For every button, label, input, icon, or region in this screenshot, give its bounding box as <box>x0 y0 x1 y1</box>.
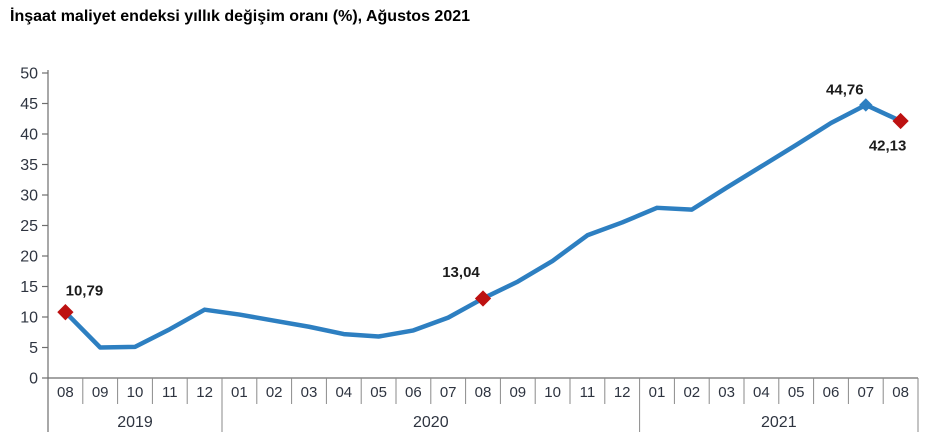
x-tick-label-month: 03 <box>301 384 318 401</box>
x-tick-label-month: 12 <box>614 384 631 401</box>
y-tick-label: 10 <box>20 310 38 327</box>
x-tick-label-month: 01 <box>231 384 248 401</box>
x-tick-label-month: 06 <box>405 384 422 401</box>
x-tick-label-month: 02 <box>266 384 283 401</box>
data-line <box>63 102 903 350</box>
data-point-label: 10,79 <box>66 283 104 300</box>
x-tick-label-month: 11 <box>162 384 178 401</box>
x-tick-label-month: 12 <box>196 384 213 401</box>
x-tick-label-month: 03 <box>718 384 735 401</box>
red-diamond-marker <box>892 112 909 130</box>
y-tick-label: 15 <box>20 279 38 296</box>
x-tick-label-month: 04 <box>335 384 352 401</box>
x-tick-label-month: 09 <box>509 384 526 401</box>
data-point-label: 42,13 <box>869 138 907 155</box>
x-tick-label-month: 05 <box>370 384 387 401</box>
y-tick-label: 35 <box>20 157 38 174</box>
y-tick-label: 5 <box>29 340 38 357</box>
x-tick-label-month: 10 <box>127 384 144 401</box>
y-tick-label: 0 <box>29 371 38 388</box>
x-tick-label-month: 08 <box>475 384 492 401</box>
x-tick-label-month: 05 <box>788 384 805 401</box>
x-tick-label-month: 07 <box>857 384 874 401</box>
x-tick-label-year: 2019 <box>117 414 153 431</box>
x-tick-label-year: 2020 <box>413 414 449 431</box>
x-tick-label-month: 07 <box>440 384 457 401</box>
data-point-label: 44,76 <box>826 81 864 98</box>
x-tick-label-year: 2021 <box>761 414 797 431</box>
x-tick-label-month: 06 <box>823 384 840 401</box>
data-point-label: 13,04 <box>442 264 480 281</box>
x-tick-label-month: 10 <box>544 384 561 401</box>
y-tick-label: 20 <box>20 249 38 266</box>
x-tick-label-month: 01 <box>649 384 666 401</box>
red-diamond-marker <box>57 304 74 321</box>
x-tick-label-month: 08 <box>892 384 909 401</box>
y-tick-label: 40 <box>20 127 38 144</box>
x-tick-label-month: 02 <box>683 384 700 401</box>
chart-title: İnşaat maliyet endeksi yıllık değişim or… <box>10 8 471 25</box>
x-tick-label-month: 09 <box>92 384 109 401</box>
y-tick-label: 50 <box>20 66 38 83</box>
y-tick-label: 30 <box>20 188 38 205</box>
y-tick-label: 25 <box>20 218 38 235</box>
x-tick-label-month: 04 <box>753 384 770 401</box>
y-tick-label: 45 <box>20 96 38 113</box>
x-tick-label-month: 11 <box>580 384 596 401</box>
red-diamond-marker <box>474 290 492 307</box>
x-tick-label-month: 08 <box>57 384 74 401</box>
